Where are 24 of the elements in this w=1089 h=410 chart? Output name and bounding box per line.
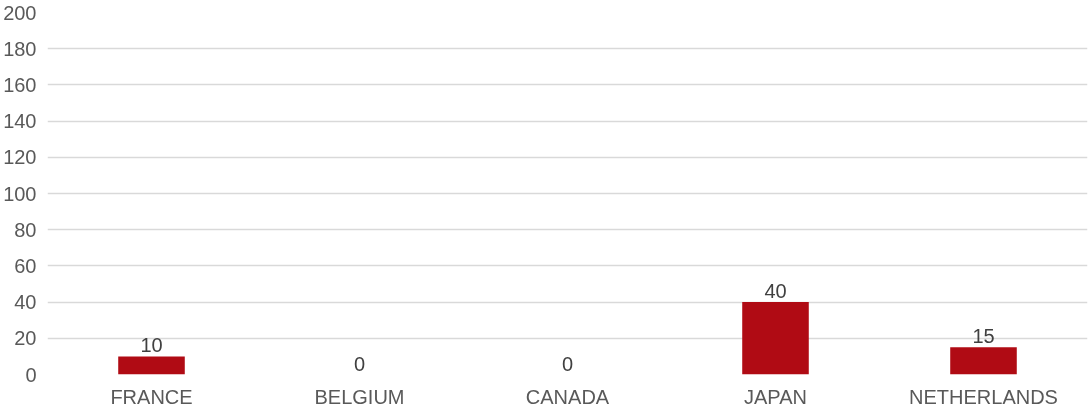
y-tick-label: 100	[3, 182, 37, 205]
y-tick-label: 200	[3, 1, 37, 24]
bar	[118, 356, 185, 375]
data-label: 0	[353, 352, 366, 375]
x-tick-label: BELGIUM	[314, 385, 405, 408]
data-label: 40	[764, 280, 787, 303]
x-tick-label: JAPAN	[744, 385, 807, 408]
y-tick-label: 120	[3, 146, 37, 169]
y-tick-label: 140	[3, 110, 37, 133]
y-tick-label: 20	[14, 327, 37, 350]
data-label: 10	[140, 334, 163, 357]
x-tick-label: NETHERLANDS	[909, 385, 1058, 408]
y-tick-label: 60	[14, 254, 37, 277]
y-tick-label: 0	[25, 363, 37, 386]
x-tick-label: FRANCE	[110, 385, 193, 408]
bar	[742, 302, 809, 375]
x-tick-label: CANADA	[525, 385, 610, 408]
y-tick-label: 40	[14, 291, 37, 314]
y-tick-label: 80	[14, 218, 37, 241]
y-tick-label: 180	[3, 37, 37, 60]
bar	[950, 347, 1017, 375]
data-label: 0	[561, 352, 574, 375]
y-tick-label: 160	[3, 73, 37, 96]
data-label: 15	[972, 325, 995, 348]
